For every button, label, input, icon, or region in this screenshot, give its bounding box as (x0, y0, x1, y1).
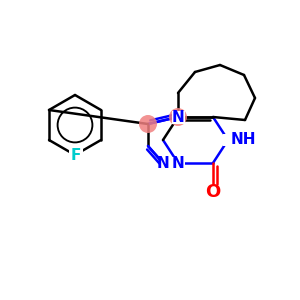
Text: F: F (71, 148, 81, 163)
FancyBboxPatch shape (206, 186, 220, 198)
FancyBboxPatch shape (172, 157, 184, 169)
Circle shape (169, 108, 187, 126)
Text: N: N (157, 155, 169, 170)
Text: N: N (172, 155, 184, 170)
FancyBboxPatch shape (172, 110, 184, 124)
Circle shape (139, 115, 157, 133)
Text: O: O (206, 183, 220, 201)
FancyBboxPatch shape (69, 149, 83, 161)
FancyBboxPatch shape (160, 157, 172, 169)
FancyBboxPatch shape (223, 134, 245, 146)
Text: NH: NH (231, 133, 256, 148)
Text: N: N (172, 110, 184, 124)
